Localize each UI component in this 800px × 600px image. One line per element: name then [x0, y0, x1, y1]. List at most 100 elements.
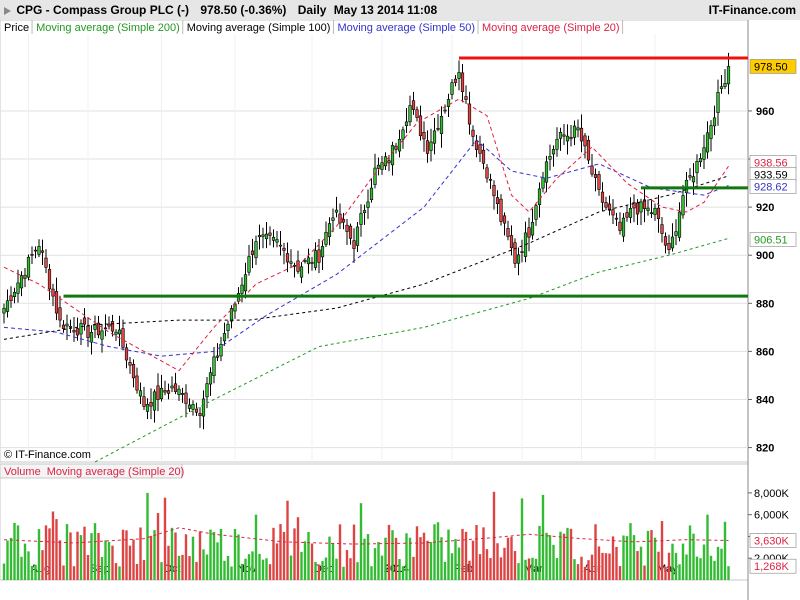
volume-legend-item[interactable]: Volume — [4, 466, 41, 478]
volume-bar — [426, 540, 429, 580]
candle-body — [446, 99, 451, 107]
legend-item[interactable]: Moving average (Simple 20) — [482, 22, 620, 34]
volume-bar — [16, 525, 20, 580]
candle — [719, 75, 724, 94]
volume-bar — [163, 497, 167, 580]
candle-body — [40, 250, 45, 253]
candle — [184, 384, 188, 418]
candle-body — [513, 242, 517, 264]
candle-body — [285, 253, 290, 263]
volume-bar — [72, 566, 76, 580]
volume-bar — [485, 549, 489, 580]
volume-bar — [240, 563, 244, 580]
volume-bar — [548, 535, 552, 580]
candle — [44, 249, 48, 274]
candle-body — [215, 355, 220, 358]
moving-average-line — [3, 139, 729, 357]
collapse-arrow-icon[interactable] — [4, 6, 11, 15]
price-tag: 906.51 — [749, 232, 797, 247]
volume-bar — [107, 541, 111, 580]
candle — [324, 221, 328, 248]
candle-body — [530, 222, 535, 236]
price-tag-label: 938.56 — [754, 157, 788, 169]
volume-bar — [9, 537, 13, 580]
volume-bar — [349, 558, 352, 580]
volume-bar — [580, 556, 583, 580]
candle-body — [702, 147, 706, 160]
candle — [180, 387, 185, 403]
candle-body — [380, 162, 384, 170]
price-tag-label: 928.62 — [754, 181, 788, 193]
candle — [296, 250, 300, 274]
legend-item[interactable]: Moving average (Simple 100) — [187, 22, 331, 34]
volume-bar — [230, 566, 233, 580]
candle — [268, 226, 272, 246]
volume-bar — [167, 545, 170, 580]
candle-body — [712, 117, 717, 127]
candle-body — [142, 396, 146, 407]
candle-body — [471, 129, 475, 137]
candle — [173, 372, 178, 395]
candle-body — [187, 404, 192, 409]
candle — [674, 219, 678, 246]
volume-bar — [268, 564, 272, 580]
candle-body — [572, 125, 577, 138]
price-tag: 933.59 — [749, 167, 797, 182]
candle-body — [604, 202, 608, 208]
candle-body — [625, 212, 629, 218]
candle — [467, 91, 472, 135]
candle-body — [44, 257, 48, 268]
volume-bar — [653, 537, 657, 580]
site-name[interactable]: IT-Finance.com — [708, 3, 796, 17]
volume-bar — [314, 561, 317, 580]
candle-body — [194, 408, 199, 413]
candle — [628, 197, 633, 224]
volume-bar — [142, 560, 146, 580]
candle-body — [460, 72, 465, 92]
candle — [177, 385, 181, 401]
candle-body — [110, 321, 115, 332]
candle — [565, 124, 570, 155]
volume-bar — [527, 558, 531, 580]
stock-chart[interactable]: 820840860880900920940960AugSepOctNovDec2… — [0, 20, 800, 600]
moving-average-line — [3, 98, 729, 372]
candle — [117, 315, 122, 347]
candle — [124, 343, 129, 369]
price-tag: 928.62 — [749, 179, 797, 194]
candle-body — [488, 179, 493, 181]
candle-body — [656, 207, 661, 219]
volume-legend-item[interactable]: Moving average (Simple 20) — [47, 466, 185, 478]
legend-item[interactable]: Moving average (Simple 200) — [36, 22, 180, 34]
candle-body — [205, 383, 209, 398]
candle — [600, 182, 605, 212]
candle — [495, 190, 500, 214]
volume-bar — [272, 527, 275, 580]
candle — [457, 60, 461, 91]
volume-bar — [198, 531, 202, 580]
candle-body — [345, 224, 349, 232]
candle — [723, 69, 727, 90]
candle — [439, 106, 444, 148]
legend-item[interactable]: Moving average (Simple 50) — [337, 22, 475, 34]
candle-body — [226, 323, 230, 331]
volume-bar — [104, 540, 107, 580]
candle-body — [26, 256, 31, 278]
candle — [446, 93, 451, 117]
candle-body — [597, 174, 601, 190]
candle-body — [135, 375, 139, 391]
candle — [219, 336, 223, 362]
volume-bar — [202, 549, 205, 580]
candle — [107, 316, 111, 330]
candle-body — [121, 328, 125, 348]
volume-bar — [671, 543, 674, 580]
candle-body — [180, 393, 185, 395]
volume-bar — [223, 560, 226, 580]
legend-item[interactable]: Price — [4, 22, 29, 34]
candle — [656, 194, 661, 233]
candle — [285, 242, 290, 273]
volume-bar — [300, 551, 303, 580]
candle — [142, 386, 146, 411]
volume-bar — [282, 531, 286, 580]
candle-body — [268, 232, 272, 236]
candle — [478, 135, 482, 162]
